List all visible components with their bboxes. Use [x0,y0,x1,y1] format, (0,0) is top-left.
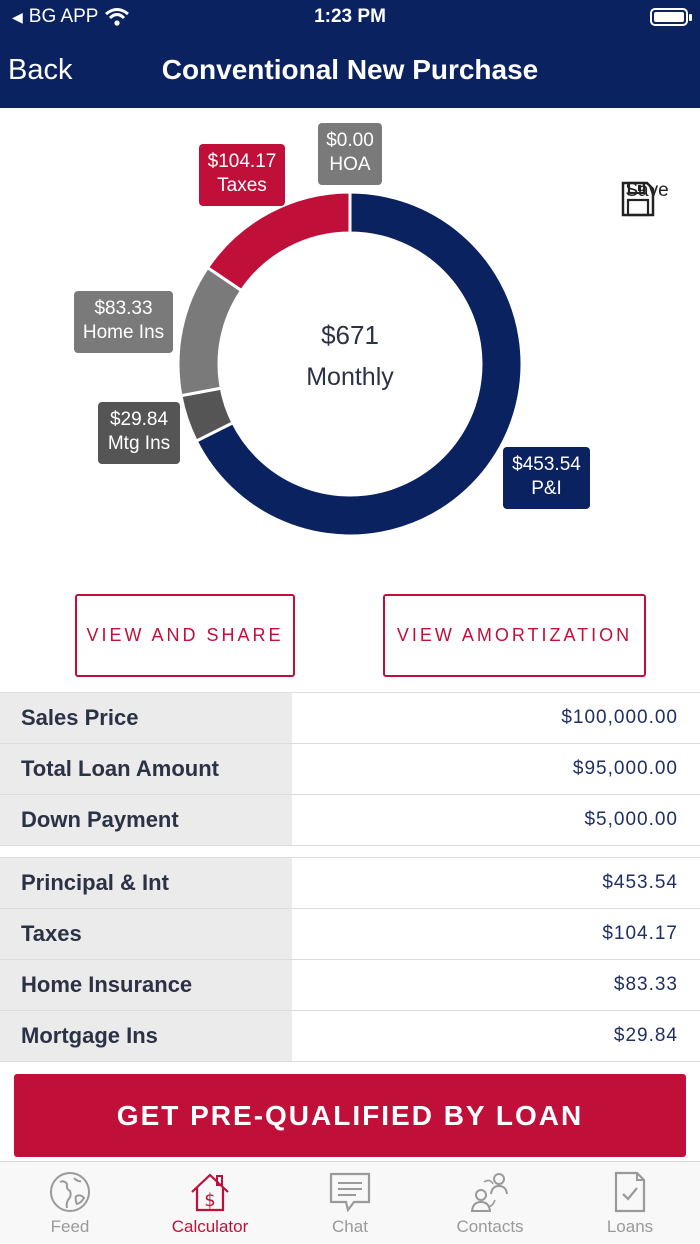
donut-slice-p-i[interactable] [194,190,524,538]
slice-label-mtg-ins: $29.84 Mtg Ins [98,402,180,464]
tab-label: Feed [50,1217,90,1236]
save-label: Save [625,180,669,201]
table-row: Home Insurance $83.33 [0,960,700,1011]
floppy-disk-icon [621,181,655,217]
chat-icon [329,1172,371,1213]
table-row: Mortgage Ins $29.84 [0,1011,700,1062]
table-row: Down Payment $5,000.00 [0,795,700,846]
view-amortization-button[interactable]: VIEW AMORTIZATION [383,594,646,677]
slice-label-taxes: $104.17 Taxes [199,144,285,206]
row-value[interactable]: $5,000.00 [584,809,678,830]
tab-contacts[interactable]: Contacts [420,1162,560,1244]
pi-name: P&I [531,478,562,499]
tab-label: Contacts [456,1217,524,1236]
hoa-value: $0.00 [326,130,374,151]
tab-loans[interactable]: Loans [560,1162,700,1244]
mtg-ins-value: $29.84 [109,409,169,430]
tab-feed[interactable]: Feed [0,1162,140,1244]
wifi-icon [105,8,130,26]
payment-breakdown-table: Principal & Int $453.54 Taxes $104.17 Ho… [0,857,700,1062]
back-triangle-icon: ◀ [12,8,23,25]
tab-label: Chat [332,1217,368,1236]
document-check-icon [614,1171,646,1213]
chart-center-label: Monthly [306,363,394,391]
row-label: Principal & Int [0,858,292,908]
status-time: 1:23 PM [314,6,386,27]
donut-chart [176,190,524,538]
view-and-share-button[interactable]: VIEW AND SHARE [75,594,295,677]
row-value[interactable]: $104.17 [602,923,678,944]
taxes-name: Taxes [217,175,267,196]
row-label: Home Insurance [0,960,292,1010]
slice-label-hoa: $0.00 HOA [318,123,382,185]
mtg-ins-name: Mtg Ins [107,433,171,454]
payment-chart: $671 Monthly $0.00 HOA $104.17 Taxes $83… [0,108,700,578]
row-label: Mortgage Ins [0,1011,292,1061]
get-pre-qualified-button[interactable]: GET PRE-QUALIFIED BY LOAN [14,1074,686,1157]
donut-slice-taxes[interactable] [205,190,352,293]
pi-value: $453.54 [512,454,581,475]
top-bar: ◀ BG APP 1:23 PM Back Conventional New P… [0,0,700,108]
save-button[interactable]: Save [620,180,674,217]
row-label: Total Loan Amount [0,744,292,794]
home-ins-name: Home Ins [82,322,165,343]
row-label: Down Payment [0,795,292,845]
row-value[interactable]: $83.33 [613,974,678,995]
row-value[interactable]: $100,000.00 [561,707,678,728]
tab-label: Loans [606,1217,654,1236]
contacts-icon [470,1173,508,1212]
back-button[interactable]: Back [8,54,73,86]
home-ins-value: $83.33 [94,298,153,319]
nav-bar: Back Conventional New Purchase [0,36,700,108]
chart-center-amount: $671 [321,320,379,350]
battery-icon [650,8,692,26]
page-title: Conventional New Purchase [161,54,539,85]
house-dollar-icon: $ [191,1173,229,1212]
slice-label-pi: $453.54 P&I [503,447,590,509]
table-row: Total Loan Amount $95,000.00 [0,744,700,795]
back-app-label[interactable]: BG APP [28,6,99,27]
tab-chat[interactable]: Chat [280,1162,420,1244]
hoa-name: HOA [329,154,371,175]
tab-bar: Feed $ Calculator Chat Contacts [0,1161,700,1244]
tab-label: Calculator [171,1217,249,1236]
loan-summary-table: Sales Price $100,000.00 Total Loan Amoun… [0,692,700,846]
svg-text:$: $ [204,1190,215,1211]
tab-calculator[interactable]: $ Calculator [140,1162,280,1244]
table-row: Sales Price $100,000.00 [0,693,700,744]
donut-slice-home-ins[interactable] [176,265,244,398]
table-row: Principal & Int $453.54 [0,858,700,909]
row-label: Sales Price [0,693,292,743]
row-value[interactable]: $95,000.00 [572,758,678,779]
status-left: ◀ BG APP [12,6,130,28]
slice-label-home-ins: $83.33 Home Ins [74,291,173,353]
row-value[interactable]: $29.84 [613,1025,678,1046]
globe-icon [50,1172,90,1212]
table-row: Taxes $104.17 [0,909,700,960]
taxes-value: $104.17 [207,151,277,172]
row-label: Taxes [0,909,292,959]
status-bar: ◀ BG APP 1:23 PM [0,0,700,36]
row-value[interactable]: $453.54 [602,872,678,893]
